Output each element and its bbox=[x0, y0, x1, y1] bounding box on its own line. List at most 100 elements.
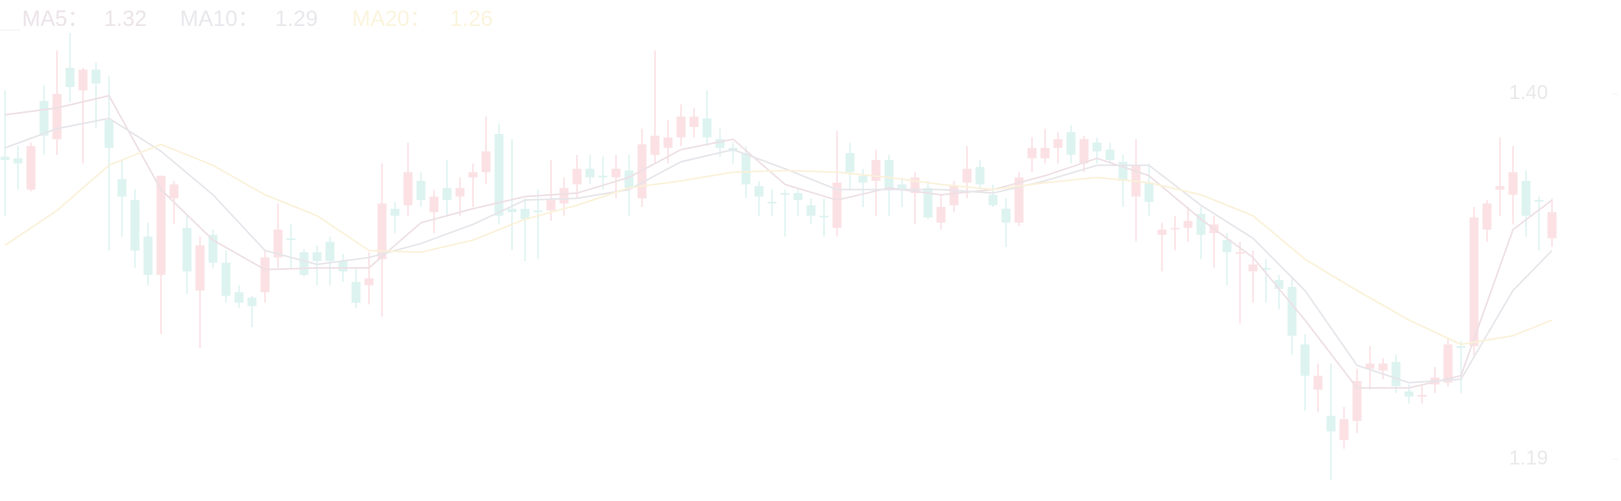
candle-body bbox=[1391, 361, 1401, 387]
candle-body bbox=[923, 187, 933, 218]
candle-body bbox=[234, 292, 244, 303]
candle-body bbox=[1339, 419, 1349, 441]
candle-body bbox=[1443, 344, 1453, 383]
candle-body bbox=[1313, 375, 1323, 390]
candle-body bbox=[65, 67, 75, 87]
candle-body bbox=[845, 153, 855, 173]
candle-body bbox=[1534, 200, 1544, 202]
candle-body bbox=[962, 168, 972, 183]
candle-body bbox=[247, 297, 257, 307]
candle-body bbox=[52, 93, 62, 140]
candle-body bbox=[364, 278, 374, 286]
candle-body bbox=[832, 182, 842, 228]
candle-body bbox=[143, 236, 153, 275]
candle-body bbox=[871, 160, 881, 181]
candle-body bbox=[858, 175, 868, 183]
legend-value: 1.29 bbox=[275, 6, 318, 31]
candle-body bbox=[1014, 177, 1024, 223]
candle-body bbox=[429, 196, 439, 213]
candle-body bbox=[1170, 227, 1180, 230]
candle-body bbox=[13, 158, 23, 164]
candle-body bbox=[507, 208, 517, 213]
candle-body bbox=[546, 200, 556, 211]
candle-body bbox=[403, 172, 413, 206]
candle-body bbox=[689, 116, 699, 127]
candle-body bbox=[1469, 217, 1479, 347]
candle-body bbox=[988, 194, 998, 206]
candle-body bbox=[182, 227, 192, 272]
y-tick-label: 1.19 bbox=[1509, 448, 1548, 470]
candle-body bbox=[1157, 229, 1167, 235]
candle-body bbox=[533, 210, 543, 213]
candle-body bbox=[351, 281, 361, 303]
legend-label: MA5： bbox=[22, 6, 89, 31]
candle-body bbox=[1274, 280, 1284, 289]
legend-label: MA20： bbox=[352, 6, 431, 31]
candle-body bbox=[1144, 182, 1154, 202]
candle-body bbox=[273, 229, 283, 258]
candle-body bbox=[1482, 203, 1492, 230]
candle-body bbox=[1235, 252, 1245, 254]
candle-body bbox=[793, 193, 803, 201]
candle-body bbox=[286, 238, 296, 241]
candle-body bbox=[169, 184, 179, 199]
candle-body bbox=[1196, 213, 1206, 235]
candle-body bbox=[130, 200, 140, 251]
candle-body bbox=[1365, 363, 1375, 369]
candle-body bbox=[1547, 212, 1557, 239]
candle-body bbox=[260, 257, 270, 293]
candle-body bbox=[156, 175, 166, 275]
candle-body bbox=[312, 252, 322, 261]
candle-body bbox=[0, 156, 10, 161]
candle-body bbox=[663, 137, 673, 148]
candle-body bbox=[767, 201, 777, 204]
candle-body bbox=[1508, 172, 1518, 195]
candle-body bbox=[1287, 287, 1297, 336]
candle-body bbox=[1105, 149, 1115, 161]
candle-body bbox=[1404, 391, 1414, 397]
candle-body bbox=[1521, 180, 1531, 216]
candle-body bbox=[819, 215, 829, 218]
candle-body bbox=[377, 203, 387, 260]
candle-body bbox=[481, 151, 491, 173]
candle-body bbox=[104, 120, 114, 148]
candle-body bbox=[741, 153, 751, 185]
candle-body bbox=[585, 168, 595, 178]
candle-body bbox=[195, 245, 205, 291]
candle-body bbox=[1378, 363, 1388, 371]
candle-body bbox=[1495, 186, 1505, 190]
candle-body bbox=[1118, 161, 1128, 181]
y-tick-label: 1.40 bbox=[1509, 82, 1548, 104]
candle-body bbox=[715, 139, 725, 148]
candle-body bbox=[1066, 132, 1076, 155]
candle-body bbox=[299, 252, 309, 275]
ma-line bbox=[4, 143, 1553, 346]
candle-body bbox=[208, 234, 218, 263]
candle-body bbox=[468, 172, 478, 178]
candle-body bbox=[598, 175, 608, 178]
candle-body bbox=[520, 208, 530, 220]
candle-body bbox=[676, 116, 686, 138]
candle-body bbox=[806, 205, 816, 216]
candle-body bbox=[1456, 346, 1466, 348]
candle-body bbox=[650, 135, 660, 155]
legend-value: 1.26 bbox=[450, 6, 493, 31]
candle-body bbox=[884, 160, 894, 190]
candle-body bbox=[975, 167, 985, 185]
candle-body bbox=[611, 168, 621, 178]
candle-body bbox=[702, 118, 712, 138]
candle-body bbox=[455, 187, 465, 197]
candle-body bbox=[1027, 147, 1037, 159]
candle-body bbox=[416, 180, 426, 201]
candle-body bbox=[897, 184, 907, 190]
candle-body bbox=[26, 146, 36, 190]
candle-body bbox=[1040, 147, 1050, 159]
candle-body bbox=[1079, 139, 1089, 164]
legend-label: MA10： bbox=[180, 6, 259, 31]
candle-body bbox=[780, 193, 790, 195]
candle-body bbox=[572, 168, 582, 185]
candle-body bbox=[1248, 264, 1258, 272]
candle-body bbox=[1326, 415, 1336, 432]
candle-body bbox=[325, 241, 335, 261]
